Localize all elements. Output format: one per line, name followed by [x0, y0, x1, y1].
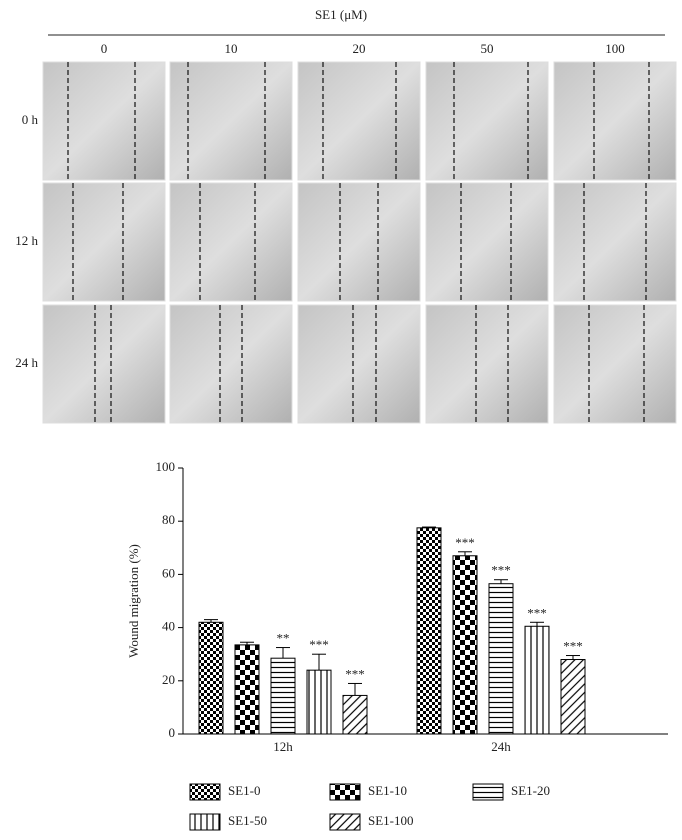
- y-tick-label: 20: [162, 672, 175, 687]
- micrograph: [297, 61, 421, 181]
- micrograph: [553, 61, 677, 181]
- bar: [234, 644, 260, 735]
- column-label: 20: [353, 41, 366, 56]
- y-axis-label: Wound migration (%): [126, 544, 141, 658]
- micrograph: [297, 304, 421, 424]
- legend-label: SE1-100: [368, 813, 414, 828]
- bar: [488, 583, 514, 735]
- legend-swatch: [189, 813, 221, 831]
- column-label: 0: [101, 41, 108, 56]
- micrograph: [553, 182, 677, 302]
- bar: [306, 669, 332, 735]
- y-tick-label: 60: [162, 565, 175, 580]
- bar: [342, 694, 368, 735]
- column-label: 10: [225, 41, 238, 56]
- y-tick-label: 100: [156, 459, 176, 474]
- row-label: 12 h: [15, 233, 38, 248]
- micrograph: [169, 304, 293, 424]
- y-tick-label: 40: [162, 619, 175, 634]
- micrograph: [42, 61, 166, 181]
- significance-label: ***: [527, 605, 547, 620]
- legend-label: SE1-0: [228, 783, 261, 798]
- significance-label: ***: [563, 639, 583, 654]
- legend-swatch: [189, 783, 221, 801]
- y-tick-label: 0: [169, 725, 176, 740]
- micrograph: [42, 182, 166, 302]
- column-label: 100: [605, 41, 625, 56]
- micrograph: [169, 61, 293, 181]
- y-tick-label: 80: [162, 512, 175, 527]
- legend-label: SE1-10: [368, 783, 407, 798]
- micrograph: [425, 61, 549, 181]
- significance-label: ***: [309, 637, 329, 652]
- legend-label: SE1-50: [228, 813, 267, 828]
- row-label: 24 h: [15, 355, 38, 370]
- bar: [416, 527, 442, 735]
- column-label: 50: [481, 41, 494, 56]
- x-tick-label: 24h: [491, 739, 511, 754]
- legend-label: SE1-20: [511, 783, 550, 798]
- bar: [452, 555, 478, 735]
- bar: [198, 621, 224, 735]
- x-tick-label: 12h: [273, 739, 293, 754]
- significance-label: ***: [491, 563, 511, 578]
- header: SE1 (μM): [315, 7, 367, 22]
- micrograph: [42, 304, 166, 424]
- micrograph: [553, 304, 677, 424]
- legend-swatch: [472, 783, 504, 801]
- bar: [524, 625, 550, 735]
- significance-label: ***: [345, 666, 365, 681]
- legend-swatch: [329, 813, 361, 831]
- micrograph: [425, 182, 549, 302]
- legend-swatch: [329, 783, 361, 801]
- micrograph: [169, 182, 293, 302]
- bar: [560, 659, 586, 735]
- row-label: 0 h: [22, 112, 39, 127]
- significance-label: ***: [455, 535, 475, 550]
- bar: [270, 657, 296, 735]
- significance-label: **: [277, 631, 290, 646]
- micrograph: [297, 182, 421, 302]
- micrograph: [425, 304, 549, 424]
